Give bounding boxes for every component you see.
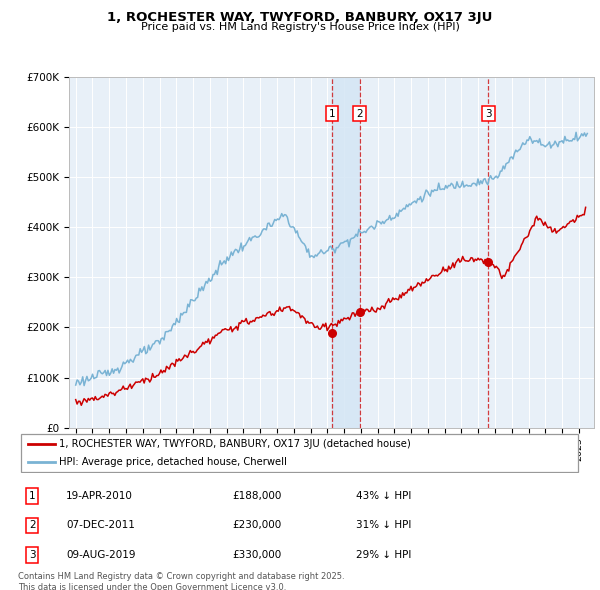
Text: 2: 2 [356,109,363,119]
Text: 3: 3 [485,109,491,119]
Text: 2: 2 [29,520,35,530]
Text: 29% ↓ HPI: 29% ↓ HPI [356,550,412,560]
Text: 1, ROCHESTER WAY, TWYFORD, BANBURY, OX17 3JU (detached house): 1, ROCHESTER WAY, TWYFORD, BANBURY, OX17… [59,439,411,449]
Text: Price paid vs. HM Land Registry's House Price Index (HPI): Price paid vs. HM Land Registry's House … [140,22,460,32]
Text: 1: 1 [329,109,335,119]
Text: £230,000: £230,000 [232,520,281,530]
Text: 1, ROCHESTER WAY, TWYFORD, BANBURY, OX17 3JU: 1, ROCHESTER WAY, TWYFORD, BANBURY, OX17… [107,11,493,24]
Text: 3: 3 [29,550,35,560]
Text: £188,000: £188,000 [232,491,281,501]
Text: 09-AUG-2019: 09-AUG-2019 [66,550,136,560]
Text: 31% ↓ HPI: 31% ↓ HPI [356,520,412,530]
Text: 07-DEC-2011: 07-DEC-2011 [66,520,135,530]
Text: 43% ↓ HPI: 43% ↓ HPI [356,491,412,501]
Bar [332,77,359,428]
Text: 19-APR-2010: 19-APR-2010 [66,491,133,501]
Text: £330,000: £330,000 [232,550,281,560]
Text: HPI: Average price, detached house, Cherwell: HPI: Average price, detached house, Cher… [59,457,287,467]
Text: 1: 1 [29,491,35,501]
Text: Contains HM Land Registry data © Crown copyright and database right 2025.
This d: Contains HM Land Registry data © Crown c… [18,572,344,590]
FancyBboxPatch shape [21,434,578,472]
